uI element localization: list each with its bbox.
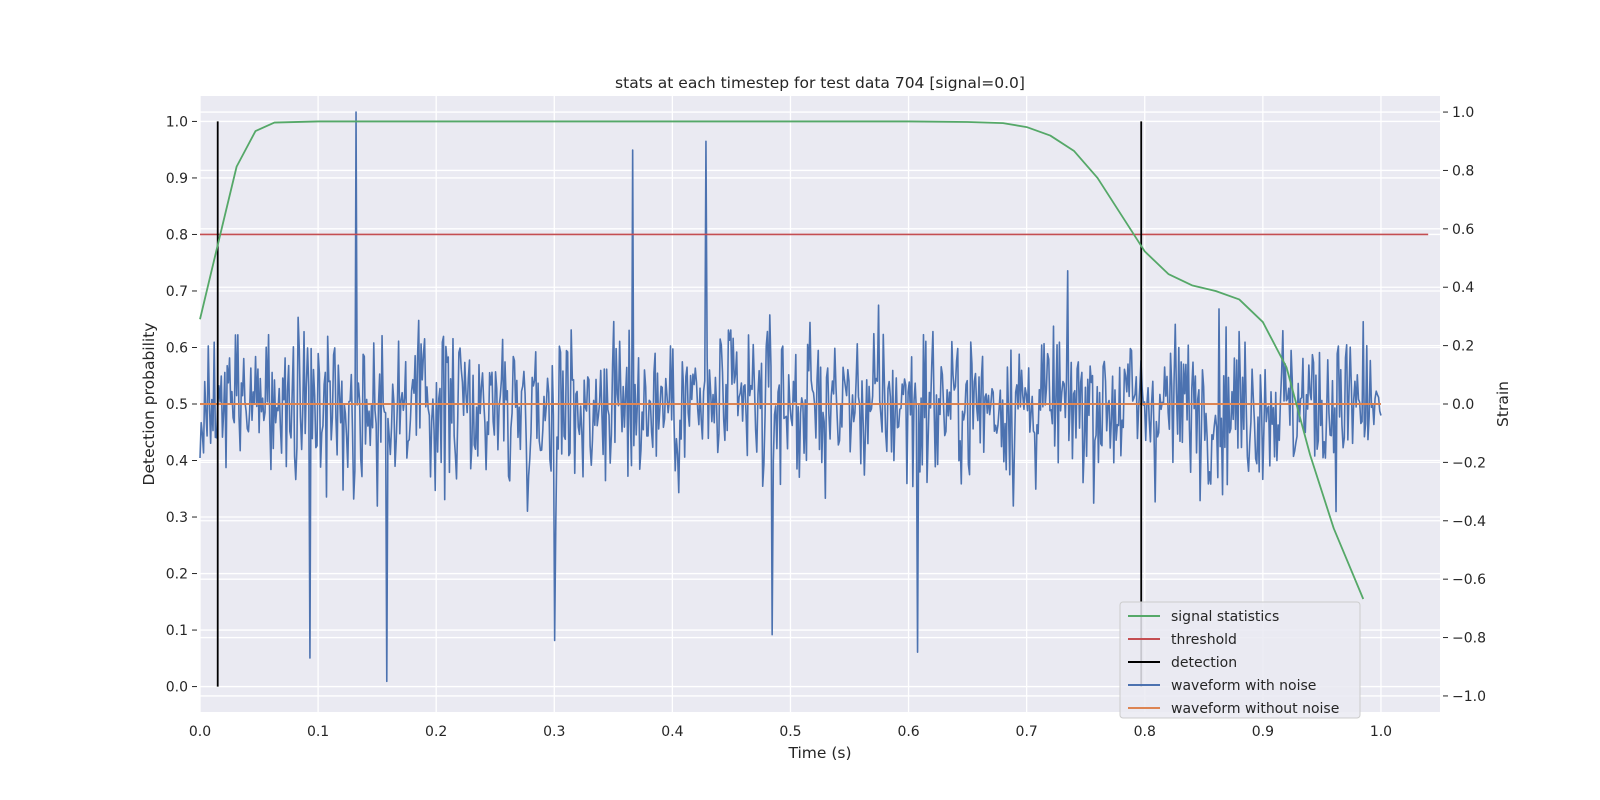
- y2-tick-label: 0.0: [1452, 397, 1474, 413]
- y-tick-label: 0.8: [166, 227, 188, 243]
- chart-title: stats at each timestep for test data 704…: [615, 74, 1025, 92]
- series-layer: [199, 111, 1429, 687]
- y2-tick-label: 0.2: [1452, 339, 1474, 355]
- y2-tick-label: −0.4: [1452, 514, 1486, 530]
- x-tick-label: 0.7: [1016, 724, 1038, 740]
- y2-tick-label: 1.0: [1452, 105, 1474, 121]
- y2-tick-label: 0.4: [1452, 280, 1474, 296]
- y-tick-label: 0.5: [166, 397, 188, 413]
- x-tick-label: 0.1: [307, 724, 329, 740]
- y-tick-label: 0.7: [166, 284, 188, 300]
- y-axis-label: Detection probability: [140, 323, 158, 486]
- x-tick-label: 0.6: [897, 724, 919, 740]
- x-tick-label: 0.9: [1252, 724, 1274, 740]
- x-tick-label: 0.5: [779, 724, 801, 740]
- y-tick-label: 1.0: [166, 114, 188, 130]
- y2-tick-label: −0.2: [1452, 455, 1486, 471]
- y-tick-label: 0.6: [166, 340, 188, 356]
- legend-label-threshold: threshold: [1171, 632, 1237, 648]
- y2-tick-label: −0.8: [1452, 631, 1486, 647]
- x-tick-label: 0.3: [543, 724, 565, 740]
- y2-tick-label: 0.8: [1452, 163, 1474, 179]
- x-tick-label: 0.0: [189, 724, 211, 740]
- x-tick-label: 0.8: [1134, 724, 1156, 740]
- y-tick-label: 0.1: [166, 623, 188, 639]
- x-tick-label: 0.2: [425, 724, 447, 740]
- y-tick-label: 0.0: [166, 680, 188, 696]
- y-tick-label: 0.9: [166, 171, 188, 187]
- x-tick-label: 1.0: [1370, 724, 1392, 740]
- legend-label-signal-statistics: signal statistics: [1171, 609, 1279, 625]
- y2-axis-label: Strain: [1494, 381, 1512, 427]
- legend-label-waveform-with-noise: waveform with noise: [1171, 678, 1316, 694]
- legend-box: [1119, 601, 1361, 719]
- legend-label-waveform-without-noise: waveform without noise: [1171, 701, 1339, 717]
- series-waveform-with-noise: [199, 111, 1382, 683]
- y2-tick-label: 0.6: [1452, 222, 1474, 238]
- x-axis-label: Time (s): [787, 744, 851, 762]
- tick-labels: 0.0 0.1 0.2 0.3 0.4 0.5 0.6 0.7 0.8 0.9 1.0 0.0 0.1 0…: [166, 105, 1486, 740]
- legend-label-detection: detection: [1171, 655, 1237, 671]
- y-tick-label: 0.3: [166, 510, 188, 526]
- y2-tick-label: −1.0: [1452, 689, 1486, 705]
- y2-tick-label: −0.6: [1452, 572, 1486, 588]
- series-signal-statistics: [199, 120, 1365, 600]
- y-tick-label: 0.2: [166, 567, 188, 583]
- legend: signal statistics threshold detection wa…: [1119, 601, 1361, 719]
- y-tick-label: 0.4: [166, 454, 188, 470]
- x-tick-label: 0.4: [661, 724, 683, 740]
